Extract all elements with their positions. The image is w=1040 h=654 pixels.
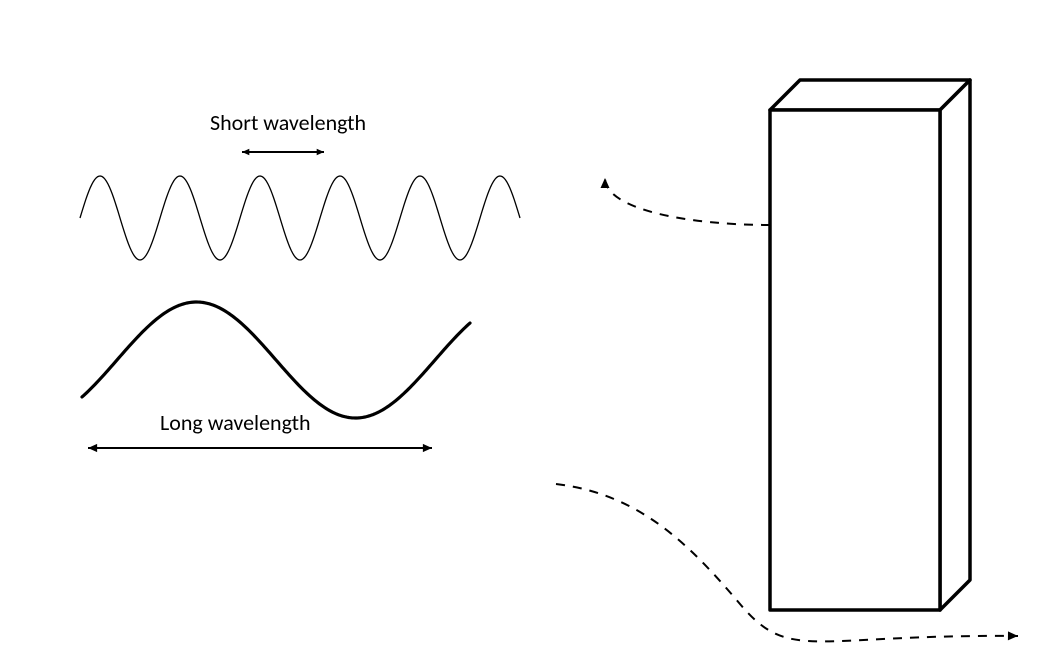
arrow-head — [423, 444, 432, 452]
barrier-front — [770, 110, 940, 610]
arrow-head — [601, 178, 610, 188]
short-wave: Short wavelength — [80, 109, 520, 260]
long-wave-label: Long wavelength — [160, 409, 311, 436]
arrow-head — [88, 444, 97, 452]
short-wave-path — [80, 176, 520, 260]
arrow-head — [1008, 631, 1018, 640]
long-wave-path — [82, 302, 470, 418]
long-wave: Long wavelength — [82, 302, 470, 452]
barrier-side — [940, 80, 970, 610]
short-wave-indicator — [242, 149, 324, 156]
reflected-path — [601, 178, 770, 225]
barrier — [770, 80, 970, 610]
barrier-top — [770, 80, 970, 110]
arrow-head — [317, 149, 324, 156]
short-wave-label: Short wavelength — [210, 109, 366, 136]
arrow-head — [242, 149, 249, 156]
long-wave-indicator — [88, 444, 432, 452]
reflected-path-line — [605, 178, 770, 225]
